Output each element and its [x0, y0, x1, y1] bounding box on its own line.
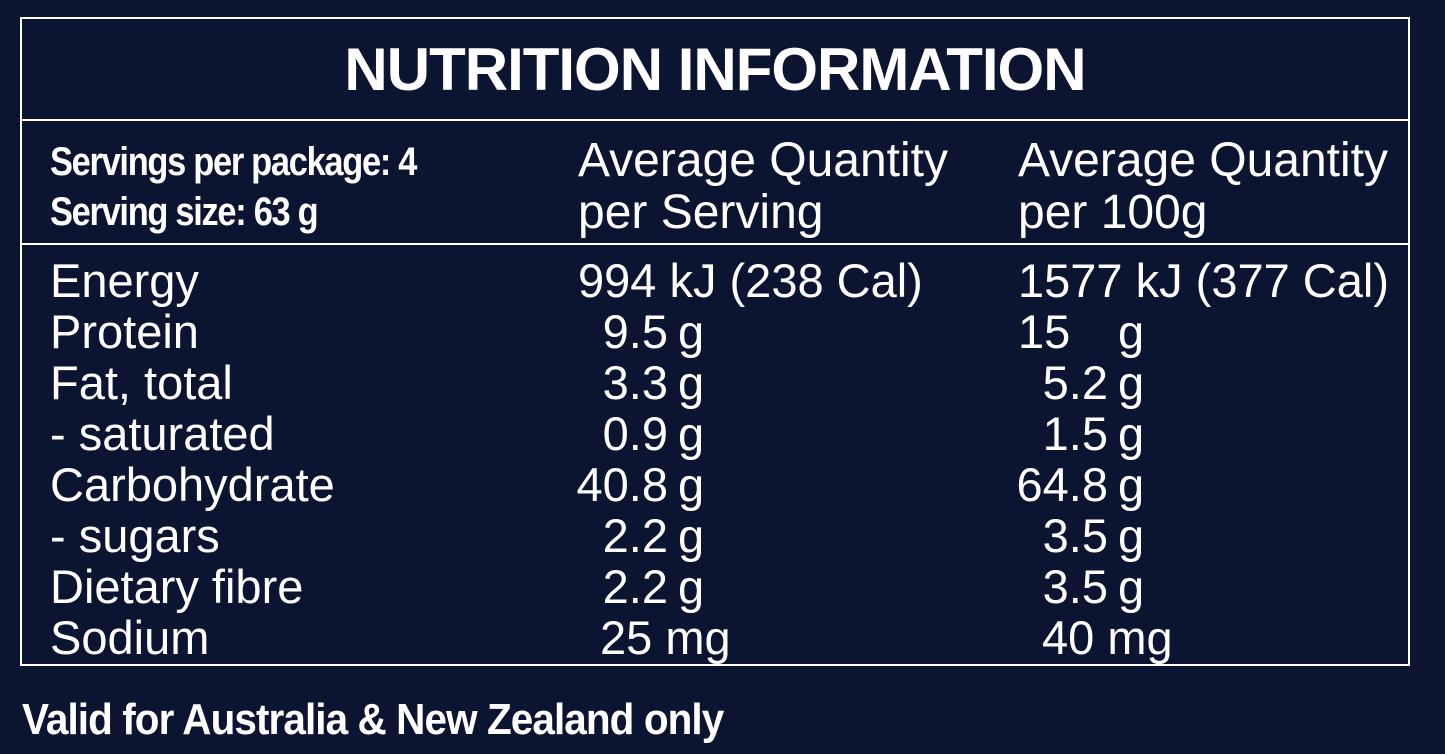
- row-dietary-fibre: Dietary fibre 2.2 g 3.5 g: [22, 561, 1408, 612]
- per-100g-value: 1577 kJ (377 Cal): [1018, 254, 1389, 307]
- per-100g-unit: g: [1118, 458, 1145, 511]
- column-header-per-serving-line2: per Serving: [578, 186, 824, 239]
- column-header-per-100g: Average Quantity per 100g: [1018, 135, 1388, 239]
- row-carbohydrate: Carbohydrate 40.8 g 64.8 g: [22, 459, 1408, 510]
- column-header-per-100g-line1: Average Quantity: [1018, 134, 1389, 187]
- per-serving-value: 3.3: [602, 356, 668, 409]
- per-serving-value: 0.9: [602, 407, 668, 460]
- per-serving-unit: g: [678, 458, 705, 511]
- per-serving-value: 40.8: [576, 458, 668, 511]
- per-serving-value: 25 mg: [600, 611, 731, 664]
- row-protein: Protein 9.5 g 15 g: [22, 306, 1408, 357]
- row-saturated: - saturated 0.9 g 1.5 g: [22, 408, 1408, 459]
- panel-title: NUTRITION INFORMATION: [22, 19, 1408, 121]
- table-header: Servings per package: 4 Serving size: 63…: [22, 121, 1408, 245]
- nutrition-panel: NUTRITION INFORMATION Servings per packa…: [20, 17, 1410, 666]
- serving-size: Serving size: 63 g: [50, 190, 319, 234]
- per-100g-value: 40 mg: [1042, 611, 1173, 664]
- column-header-per-100g-line2: per 100g: [1018, 186, 1208, 239]
- per-serving-unit: g: [678, 305, 705, 358]
- per-100g-value: 3.5: [1042, 560, 1108, 613]
- nutrient-label: Sodium: [50, 611, 210, 664]
- nutrient-label: Fat, total: [50, 356, 233, 409]
- per-100g-value: 15: [1018, 305, 1071, 358]
- per-serving-unit: g: [678, 407, 705, 460]
- column-header-per-serving: Average Quantity per Serving: [578, 135, 948, 239]
- per-serving-value: 9.5: [602, 305, 668, 358]
- per-100g-unit: g: [1118, 407, 1145, 460]
- per-serving-unit: g: [678, 356, 705, 409]
- per-serving-value: 2.2: [602, 509, 668, 562]
- per-100g-unit: g: [1118, 509, 1145, 562]
- per-serving-unit: g: [678, 509, 705, 562]
- nutrient-rows: Energy 994 kJ (238 Cal) 1577 kJ (377 Cal…: [22, 255, 1408, 663]
- row-fat-total: Fat, total 3.3 g 5.2 g: [22, 357, 1408, 408]
- per-100g-value: 5.2: [1042, 356, 1108, 409]
- nutrient-label: Carbohydrate: [50, 458, 335, 511]
- nutrient-label: Protein: [50, 305, 199, 358]
- row-sodium: Sodium 25 mg 40 mg: [22, 612, 1408, 663]
- nutrient-label: - sugars: [50, 509, 220, 562]
- per-100g-unit: g: [1118, 356, 1145, 409]
- row-energy: Energy 994 kJ (238 Cal) 1577 kJ (377 Cal…: [22, 255, 1408, 306]
- per-serving-value: 994 kJ (238 Cal): [578, 254, 923, 307]
- per-100g-unit: g: [1118, 560, 1145, 613]
- row-sugars: - sugars 2.2 g 3.5 g: [22, 510, 1408, 561]
- nutrient-label: Dietary fibre: [50, 560, 304, 613]
- per-100g-value: 64.8: [1016, 458, 1108, 511]
- per-100g-unit: g: [1118, 305, 1145, 358]
- serving-info: Servings per package: 4 Serving size: 63…: [50, 137, 417, 237]
- column-header-per-serving-line1: Average Quantity: [578, 134, 949, 187]
- servings-per-package: Servings per package: 4: [50, 140, 417, 184]
- per-serving-unit: g: [678, 560, 705, 613]
- validity-note: Valid for Australia & New Zealand only: [22, 695, 724, 744]
- per-100g-value: 1.5: [1042, 407, 1108, 460]
- per-100g-value: 3.5: [1042, 509, 1108, 562]
- nutrient-label: - saturated: [50, 407, 275, 460]
- per-serving-value: 2.2: [602, 560, 668, 613]
- nutrient-label: Energy: [50, 254, 199, 307]
